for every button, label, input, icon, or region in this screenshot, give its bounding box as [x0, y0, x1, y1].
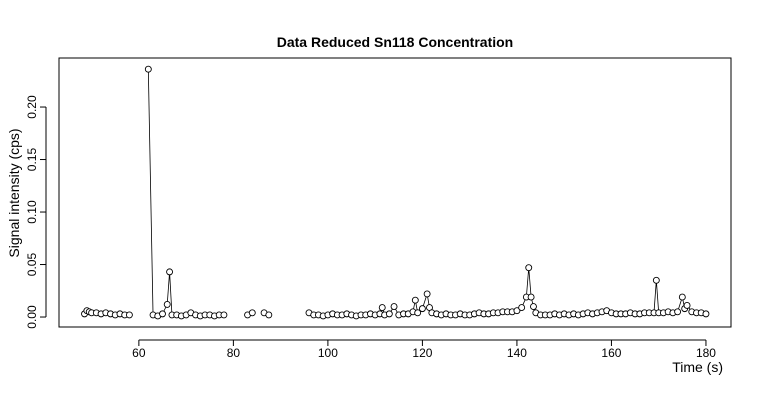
y-tick-label: 0.00: [25, 305, 39, 329]
y-tick-label: 0.20: [25, 95, 39, 119]
data-point: [163, 300, 171, 308]
data-point: [530, 303, 537, 310]
data-point: [125, 311, 133, 319]
data-point: [652, 276, 660, 284]
x-axis-label: Time (s): [672, 359, 723, 375]
data-point: [702, 310, 710, 318]
data-point: [527, 293, 535, 301]
data-point: [378, 304, 386, 312]
data-point: [248, 309, 256, 317]
data-point: [513, 307, 521, 315]
x-tick-label: 80: [227, 346, 241, 360]
y-axis-label: Signal intensity (cps): [6, 128, 22, 257]
data-point: [678, 293, 686, 301]
data-point: [390, 303, 398, 310]
data-point: [423, 290, 431, 298]
y-tick-label: 0.15: [25, 148, 39, 172]
data-point: [144, 65, 152, 73]
y-tick-label: 0.10: [25, 200, 39, 224]
data-point: [265, 311, 273, 319]
data-point: [414, 309, 422, 317]
x-tick-label: 120: [412, 346, 432, 360]
y-tick-label: 0.05: [25, 253, 39, 277]
x-tick-label: 140: [507, 346, 527, 360]
data-point: [525, 264, 533, 272]
x-tick-label: 160: [601, 346, 621, 360]
x-tick-label: 180: [696, 346, 716, 360]
data-point: [159, 310, 166, 318]
x-tick-label: 100: [318, 346, 338, 360]
data-point: [683, 302, 691, 309]
data-point: [411, 296, 419, 304]
data-point: [220, 311, 228, 319]
data-point: [674, 308, 682, 316]
data-point: [166, 268, 174, 276]
plot-frame: [58, 57, 732, 328]
data-point: [385, 310, 393, 318]
data-point: [518, 304, 526, 312]
data-point: [418, 305, 426, 313]
x-tick-label: 60: [132, 346, 146, 360]
chart-title: Data Reduced Sn118 Concentration: [277, 34, 514, 50]
data-line: [147, 69, 224, 317]
